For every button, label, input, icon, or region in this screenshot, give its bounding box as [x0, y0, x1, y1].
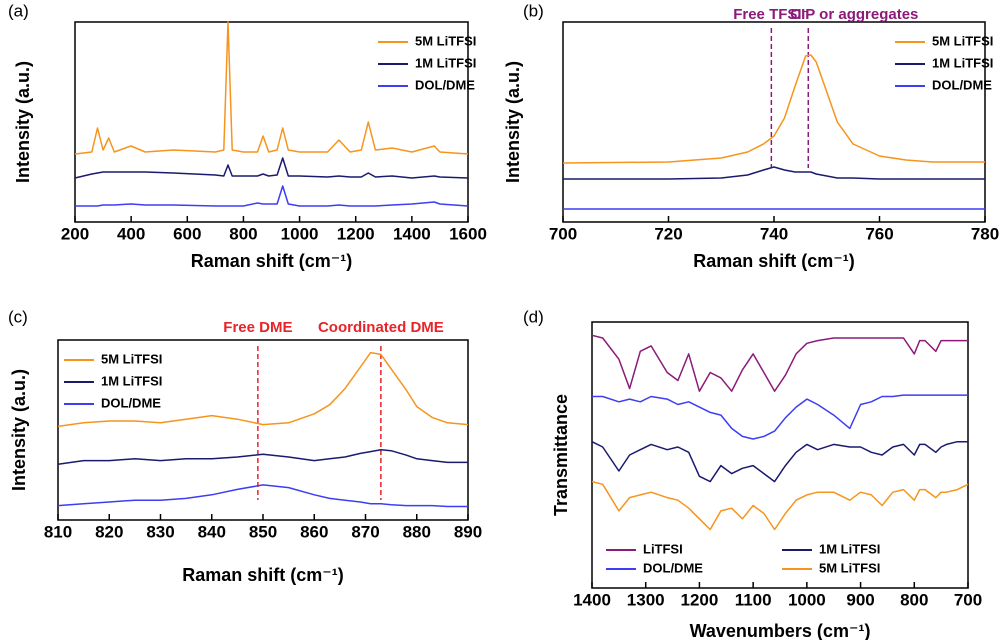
annotation: Coordinated DME — [318, 319, 444, 336]
x-tick-label: 1000 — [281, 224, 319, 243]
x-tick-label: 760 — [865, 224, 893, 243]
x-tick-label: 800 — [900, 590, 928, 609]
spectrum-line — [562, 54, 985, 164]
annotation: Free TFSI⁻ — [733, 6, 809, 23]
x-tick-label: 1000 — [788, 590, 826, 609]
x-tick-label: 810 — [44, 522, 72, 541]
x-tick-label: 720 — [654, 224, 682, 243]
spectrum-line — [591, 440, 968, 483]
x-tick-label: 600 — [173, 224, 201, 243]
plot-frame — [591, 321, 969, 589]
legend-label: 1M LiTFSI — [819, 541, 880, 556]
x-tick-label: 850 — [249, 522, 277, 541]
x-tick-label: 840 — [198, 522, 226, 541]
legend-label: DOL/DME — [415, 77, 475, 92]
panel: (a) 200 400 600 800 1000 1200 1400 1600 Raman shi… — [8, 1, 487, 270]
x-tick-label: 1200 — [337, 224, 375, 243]
panel-label: (b) — [523, 1, 544, 20]
legend-label: 5M LiTFSI — [932, 33, 993, 48]
spectrum-line — [57, 484, 468, 508]
annotation: Free DME — [223, 319, 292, 336]
x-tick-label: 870 — [351, 522, 379, 541]
x-tick-label: 700 — [549, 224, 577, 243]
legend-label: 5M LiTFSI — [819, 560, 880, 575]
y-axis-label: Transmittance — [551, 394, 571, 516]
x-tick-label: 890 — [454, 522, 482, 541]
x-tick-label: 1400 — [393, 224, 431, 243]
x-tick-label: 800 — [229, 224, 257, 243]
y-axis-label: Intensity (a.u.) — [9, 369, 29, 491]
x-tick-label: 1100 — [735, 590, 772, 609]
legend-label: 1M LiTFSI — [415, 55, 476, 70]
spectrum-line — [75, 185, 469, 207]
x-tick-label: 1400 — [573, 590, 611, 609]
spectrum-line — [74, 157, 469, 179]
x-tick-label: 1600 — [449, 224, 487, 243]
x-tick-label: 880 — [403, 522, 431, 541]
legend-label: 1M LiTFSI — [101, 373, 162, 388]
x-tick-label: 700 — [954, 590, 982, 609]
x-axis-label: Raman shift (cm⁻¹) — [182, 565, 344, 585]
panel: (c) 810 820 830 840 850 860 870 880 890 Raman shif… — [8, 307, 482, 584]
legend-label: DOL/DME — [932, 77, 992, 92]
x-tick-label: 1200 — [681, 590, 719, 609]
x-tick-label: 820 — [95, 522, 123, 541]
x-tick-label: 1300 — [627, 590, 665, 609]
spectrum-line — [57, 351, 469, 428]
spectrum-line — [591, 480, 969, 531]
x-tick-label: 900 — [846, 590, 874, 609]
panel: (b) 700 720 740 760 780 Raman shift (cm⁻¹) Inte… — [503, 1, 999, 270]
spectrum-line — [592, 394, 968, 440]
legend-label: 1M LiTFSI — [932, 55, 993, 70]
annotation: CIP or aggregates — [790, 6, 918, 23]
x-tick-label: 740 — [760, 224, 788, 243]
panel-label: (d) — [523, 307, 544, 326]
x-tick-label: 780 — [971, 224, 999, 243]
plot-frame — [562, 21, 986, 223]
y-axis-label: Intensity (a.u.) — [503, 61, 523, 183]
x-tick-label: 400 — [117, 224, 145, 243]
plot-frame — [74, 21, 469, 223]
panel: (d) 1400 1300 1200 1100 1000 900 800 700 Wavenumb… — [523, 307, 982, 640]
x-tick-label: 860 — [300, 522, 328, 541]
x-tick-label: 830 — [146, 522, 174, 541]
legend-label: 5M LiTFSI — [101, 351, 162, 366]
panel-label: (c) — [8, 307, 28, 326]
x-tick-label: 200 — [61, 224, 89, 243]
legend-label: DOL/DME — [101, 395, 161, 410]
panel-label: (a) — [8, 1, 29, 20]
x-axis-label: Raman shift (cm⁻¹) — [191, 251, 353, 271]
spectrum-line — [591, 334, 968, 392]
spectrum-line — [57, 449, 468, 465]
x-axis-label: Raman shift (cm⁻¹) — [693, 251, 855, 271]
spectrum-line — [563, 166, 985, 180]
plot-frame — [57, 339, 469, 521]
legend-label: LiTFSI — [643, 541, 683, 556]
x-axis-label: Wavenumbers (cm⁻¹) — [690, 621, 871, 640]
spectrum-line — [74, 21, 469, 155]
y-axis-label: Intensity (a.u.) — [13, 61, 33, 183]
legend-label: DOL/DME — [643, 560, 703, 575]
legend-label: 5M LiTFSI — [415, 33, 476, 48]
